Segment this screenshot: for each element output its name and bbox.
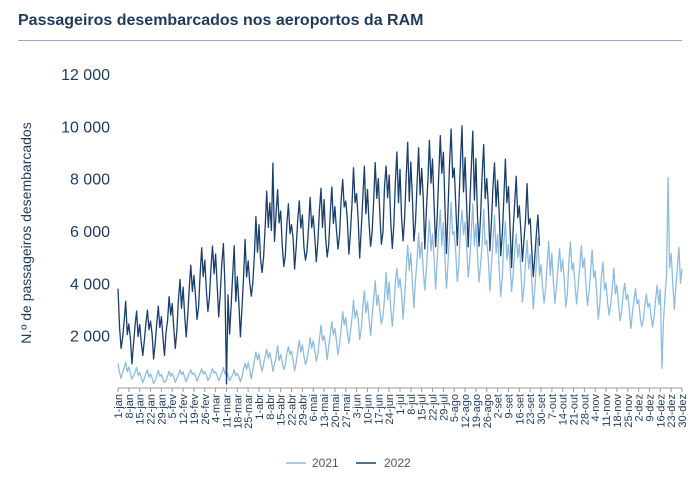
y-axis-label: N.º de passageiros desembarcados bbox=[18, 122, 34, 343]
y-tick-label: 4 000 bbox=[70, 276, 110, 293]
x-tick-label: 20-mai bbox=[330, 394, 342, 428]
x-tick-label: 8-abr bbox=[265, 394, 277, 420]
x-tick-label: 19-fev bbox=[189, 394, 201, 425]
x-tick-label: 23-dez bbox=[666, 394, 678, 428]
x-tick-label: 4-nov bbox=[590, 394, 602, 422]
title-divider bbox=[18, 40, 682, 41]
x-tick-label: 26-ago bbox=[482, 394, 494, 428]
x-tick-label: 4-mar bbox=[211, 394, 223, 423]
legend-label-2021: 2021 bbox=[312, 456, 339, 470]
x-tick-label: 22-abr bbox=[287, 394, 299, 426]
x-tick-label: 11-mar bbox=[221, 394, 233, 428]
x-tick-label: 5-ago bbox=[449, 394, 461, 422]
y-tick-label: 8 000 bbox=[70, 172, 110, 189]
x-tick-label: 2-dez bbox=[634, 394, 646, 422]
y-tick-label: 6 000 bbox=[70, 224, 110, 241]
x-tick-label: 18-nov bbox=[612, 394, 624, 428]
x-tick-label: 23-set bbox=[525, 394, 537, 425]
series-2021-line bbox=[117, 176, 683, 385]
x-tick-label: 1-jul bbox=[395, 394, 407, 415]
series-2022-line bbox=[117, 125, 541, 385]
x-tick-label: 27-mai bbox=[341, 394, 353, 428]
x-axis-ticks bbox=[117, 388, 683, 392]
x-tick-label: 29-jan bbox=[156, 394, 168, 425]
x-tick-label: 2-set bbox=[493, 394, 505, 418]
x-tick-label: 9-set bbox=[503, 394, 515, 418]
y-tick-label: 2 000 bbox=[70, 329, 110, 346]
x-tick-label: 6-mai bbox=[308, 394, 320, 422]
x-tick-label: 22-jul bbox=[428, 394, 440, 421]
x-tick-label: 1-jan bbox=[113, 394, 125, 418]
x-tick-label: 3-jun bbox=[352, 394, 364, 418]
y-axis-tick-labels: 2 000 4 000 6 000 8 000 10 000 12 000 bbox=[61, 67, 110, 346]
x-tick-label: 8-jul bbox=[406, 394, 418, 415]
x-tick-label: 30-set bbox=[536, 394, 548, 425]
x-tick-label: 15-abr bbox=[276, 394, 288, 426]
x-tick-label: 29-jul bbox=[438, 394, 450, 421]
x-tick-label: 15-jul bbox=[417, 394, 429, 421]
x-tick-label: 13-mai bbox=[319, 394, 331, 428]
x-tick-label: 12-ago bbox=[460, 394, 472, 428]
x-tick-label: 16-set bbox=[514, 394, 526, 425]
x-tick-label: 1-abr bbox=[254, 394, 266, 420]
y-tick-label: 10 000 bbox=[61, 119, 110, 136]
x-tick-label: 7-out bbox=[547, 394, 559, 419]
x-tick-label: 9-dez bbox=[644, 394, 656, 422]
x-tick-label: 29-abr bbox=[297, 394, 309, 426]
x-tick-label: 30-dez bbox=[677, 394, 689, 428]
x-tick-label: 5-fev bbox=[167, 394, 179, 419]
x-tick-label: 19-ago bbox=[471, 394, 483, 428]
x-tick-label: 14-out bbox=[558, 394, 570, 425]
x-tick-label: 17-jun bbox=[373, 394, 385, 425]
x-tick-label: 18-mar bbox=[232, 394, 244, 429]
x-tick-label: 12-fev bbox=[178, 394, 190, 425]
legend: 2021 2022 bbox=[286, 456, 411, 470]
x-tick-label: 15-jan bbox=[135, 394, 147, 425]
x-tick-label: 25-mar bbox=[243, 394, 255, 429]
x-tick-label: 24-jun bbox=[384, 394, 396, 425]
x-axis-tick-labels: 1-jan8-jan15-jan22-jan29-jan5-fev12-fev1… bbox=[113, 394, 689, 429]
x-tick-label: 26-fev bbox=[200, 394, 212, 425]
x-tick-label: 8-jan bbox=[124, 394, 136, 418]
legend-label-2022: 2022 bbox=[384, 456, 411, 470]
x-tick-label: 21-out bbox=[569, 394, 581, 425]
x-tick-label: 22-jan bbox=[146, 394, 158, 425]
y-tick-label: 12 000 bbox=[61, 67, 110, 84]
x-tick-label: 28-out bbox=[579, 394, 591, 425]
x-tick-label: 25-nov bbox=[623, 394, 635, 428]
chart-title: Passageiros desembarcados nos aeroportos… bbox=[18, 12, 424, 29]
x-tick-label: 11-nov bbox=[601, 394, 613, 427]
x-tick-label: 16-dez bbox=[655, 394, 667, 428]
x-tick-label: 10-jun bbox=[362, 394, 374, 425]
